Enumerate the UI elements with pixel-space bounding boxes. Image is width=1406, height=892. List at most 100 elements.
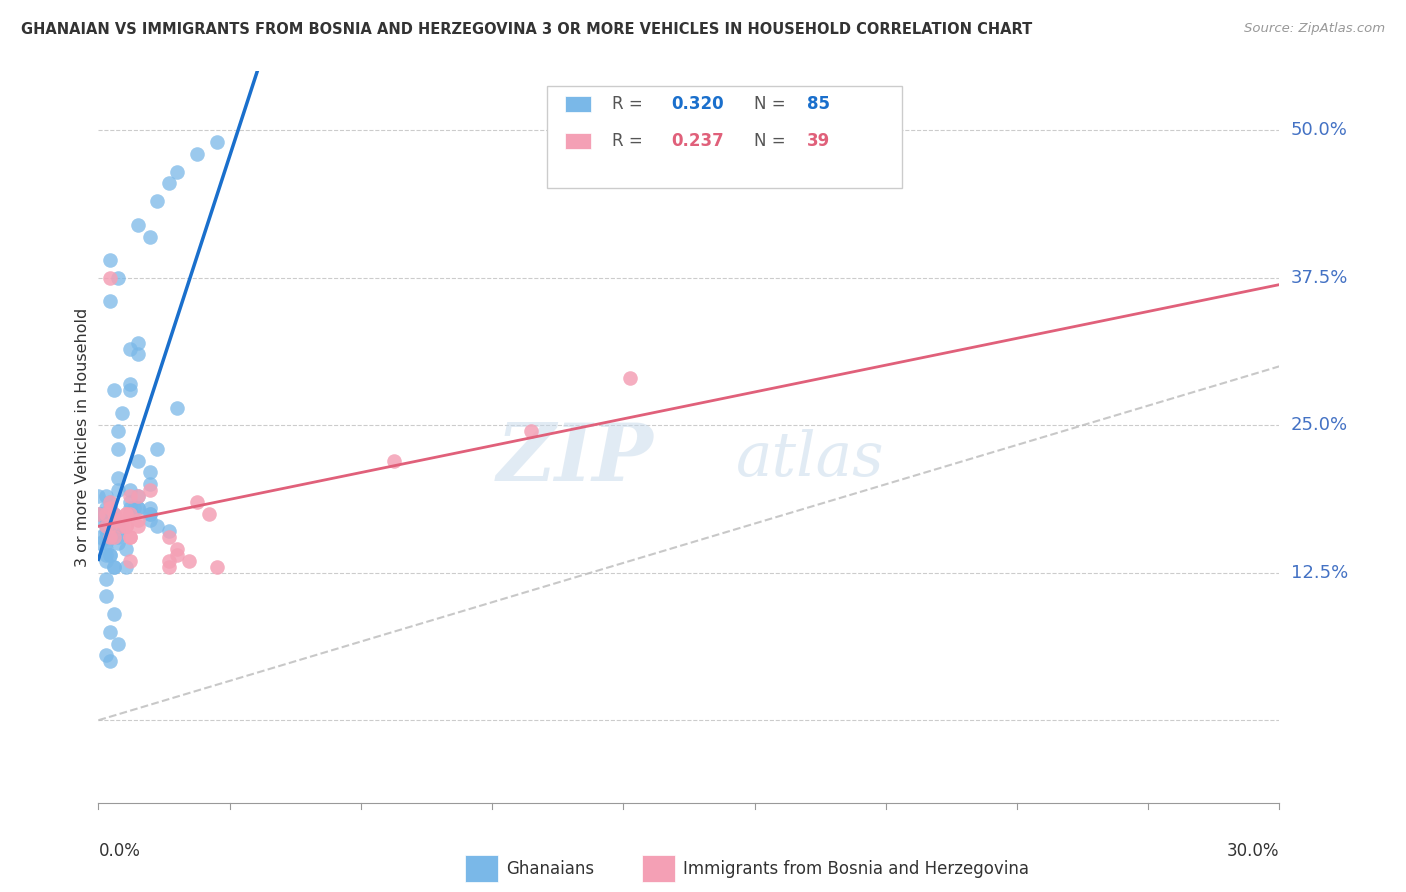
Point — [103, 383, 125, 397]
Point — [146, 518, 169, 533]
Point — [96, 518, 118, 533]
Point — [157, 177, 180, 191]
Point — [96, 507, 118, 521]
Point — [98, 548, 121, 562]
Text: ZIP: ZIP — [496, 420, 654, 498]
Point — [98, 270, 121, 285]
Point — [115, 542, 138, 557]
Text: 0.0%: 0.0% — [98, 842, 141, 860]
Point — [98, 495, 121, 509]
Point — [127, 500, 149, 515]
Point — [118, 530, 141, 544]
Point — [103, 513, 125, 527]
Point — [96, 500, 118, 515]
Point — [107, 513, 129, 527]
Text: R =: R = — [612, 132, 648, 150]
Point — [98, 513, 121, 527]
Point — [103, 507, 125, 521]
Point — [186, 495, 208, 509]
Point — [107, 424, 129, 438]
FancyBboxPatch shape — [641, 855, 675, 882]
FancyBboxPatch shape — [547, 86, 901, 188]
Point — [103, 559, 125, 574]
Point — [96, 554, 118, 568]
Point — [96, 648, 118, 663]
Text: 0.320: 0.320 — [671, 95, 724, 113]
Text: Immigrants from Bosnia and Herzegovina: Immigrants from Bosnia and Herzegovina — [683, 860, 1029, 878]
Point — [98, 624, 121, 639]
Point — [107, 530, 129, 544]
Point — [89, 507, 111, 521]
Text: 30.0%: 30.0% — [1227, 842, 1279, 860]
Point — [127, 489, 149, 503]
Text: N =: N = — [754, 132, 790, 150]
Point — [98, 654, 121, 668]
Point — [103, 607, 125, 621]
Point — [118, 383, 141, 397]
Text: GHANAIAN VS IMMIGRANTS FROM BOSNIA AND HERZEGOVINA 3 OR MORE VEHICLES IN HOUSEHO: GHANAIAN VS IMMIGRANTS FROM BOSNIA AND H… — [21, 22, 1032, 37]
Point — [107, 636, 129, 650]
Text: 25.0%: 25.0% — [1291, 417, 1348, 434]
Point — [98, 513, 121, 527]
Point — [205, 559, 228, 574]
Point — [89, 536, 111, 550]
Point — [96, 572, 118, 586]
Point — [89, 530, 111, 544]
Point — [115, 507, 138, 521]
Y-axis label: 3 or more Vehicles in Household: 3 or more Vehicles in Household — [75, 308, 90, 566]
Point — [96, 590, 118, 604]
Point — [98, 530, 121, 544]
Text: 12.5%: 12.5% — [1291, 564, 1348, 582]
Point — [118, 554, 141, 568]
Point — [98, 518, 121, 533]
Point — [118, 342, 141, 356]
Point — [127, 513, 149, 527]
Point — [138, 483, 160, 498]
Point — [98, 294, 121, 309]
Point — [103, 507, 125, 521]
Point — [107, 513, 129, 527]
Point — [122, 500, 145, 515]
Point — [118, 530, 141, 544]
Point — [107, 442, 129, 456]
Point — [118, 507, 141, 521]
Point — [127, 518, 149, 533]
Point — [98, 548, 121, 562]
Point — [89, 507, 111, 521]
Point — [146, 442, 169, 456]
Point — [166, 164, 188, 178]
Point — [98, 507, 121, 521]
Text: atlas: atlas — [737, 429, 884, 489]
Point — [138, 477, 160, 491]
Point — [127, 500, 149, 515]
Point — [98, 530, 121, 544]
Point — [146, 194, 169, 208]
Point — [382, 453, 405, 467]
Point — [115, 518, 138, 533]
Point — [96, 542, 118, 557]
Point — [118, 489, 141, 503]
Point — [98, 530, 121, 544]
Text: 50.0%: 50.0% — [1291, 121, 1347, 139]
Point — [118, 507, 141, 521]
FancyBboxPatch shape — [565, 96, 591, 112]
Point — [87, 489, 110, 503]
Point — [157, 530, 180, 544]
Point — [98, 530, 121, 544]
Point — [96, 524, 118, 539]
Point — [127, 218, 149, 232]
Text: 37.5%: 37.5% — [1291, 268, 1348, 287]
Point — [138, 466, 160, 480]
Point — [115, 559, 138, 574]
Point — [96, 548, 118, 562]
Point — [118, 500, 141, 515]
Point — [107, 524, 129, 539]
Point — [87, 507, 110, 521]
Point — [115, 518, 138, 533]
Point — [177, 554, 200, 568]
Point — [166, 542, 188, 557]
Point — [118, 376, 141, 391]
Point — [166, 548, 188, 562]
Text: 0.237: 0.237 — [671, 132, 724, 150]
FancyBboxPatch shape — [565, 133, 591, 149]
